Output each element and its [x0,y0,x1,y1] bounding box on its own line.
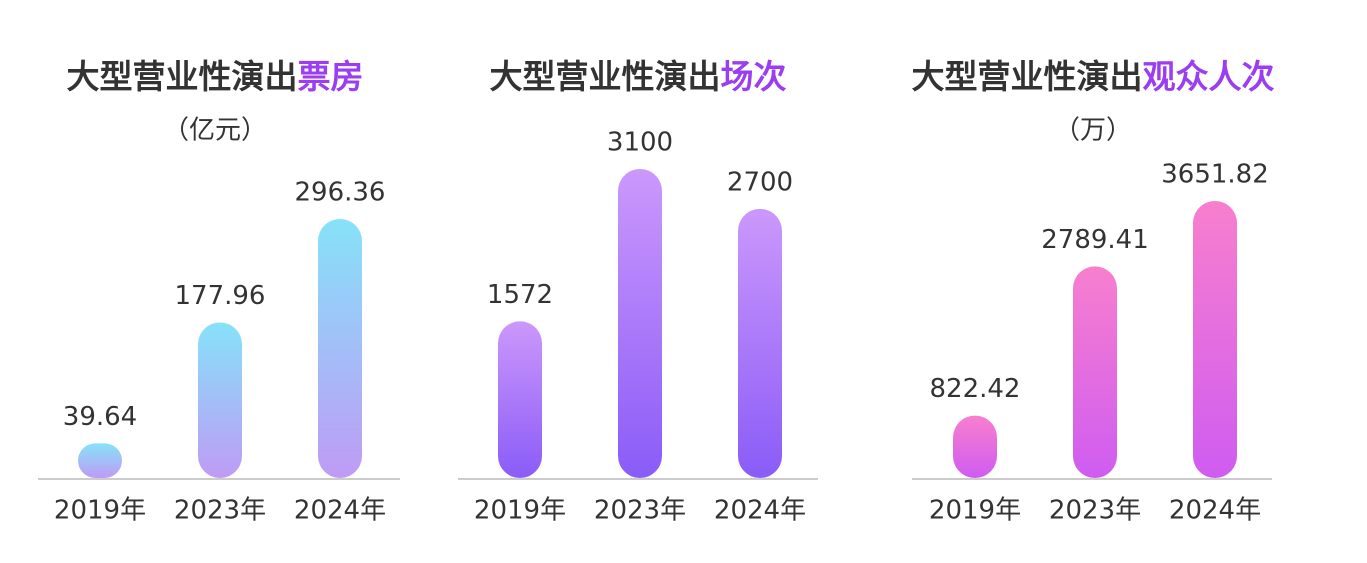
value-label: 3651.82 [1161,160,1269,190]
value-label: 296.36 [295,178,386,208]
value-label: 1572 [487,280,553,310]
bar [198,322,242,478]
bar [953,415,997,478]
bar [318,219,362,478]
value-label: 822.42 [930,374,1021,404]
title-part: 票房 [298,57,364,96]
bar [618,169,662,478]
chart-title: 大型营业性演出场次 [490,57,787,96]
bar [1073,266,1117,478]
x-tick-label: 2024年 [714,496,806,526]
x-tick-label: 2023年 [174,496,266,526]
value-label: 3100 [607,128,673,158]
title-part: 大型营业性演出 [912,57,1143,96]
title-part: 大型营业性演出 [67,57,298,96]
chart-title: 大型营业性演出票房 [67,57,364,96]
title-part: 观众人次 [1143,57,1275,96]
title-part: 大型营业性演出 [490,57,721,96]
value-label: 2700 [727,167,793,197]
bar [498,321,542,478]
title-part: 场次 [721,57,787,96]
chart-title: 大型营业性演出观众人次 [912,57,1275,96]
subtitle: （亿元） [163,116,267,146]
value-label: 177.96 [175,281,266,311]
x-tick-label: 2019年 [929,496,1021,526]
x-tick-label: 2019年 [54,496,146,526]
x-tick-label: 2019年 [474,496,566,526]
x-tick-label: 2024年 [1169,496,1261,526]
subtitle: （万） [1054,116,1132,146]
value-label: 2789.41 [1041,225,1149,255]
bar [738,208,782,478]
bar [78,443,122,478]
x-tick-label: 2024年 [294,496,386,526]
x-tick-label: 2023年 [1049,496,1141,526]
value-label: 39.64 [63,402,137,432]
x-tick-label: 2023年 [594,496,686,526]
bar [1193,201,1237,478]
